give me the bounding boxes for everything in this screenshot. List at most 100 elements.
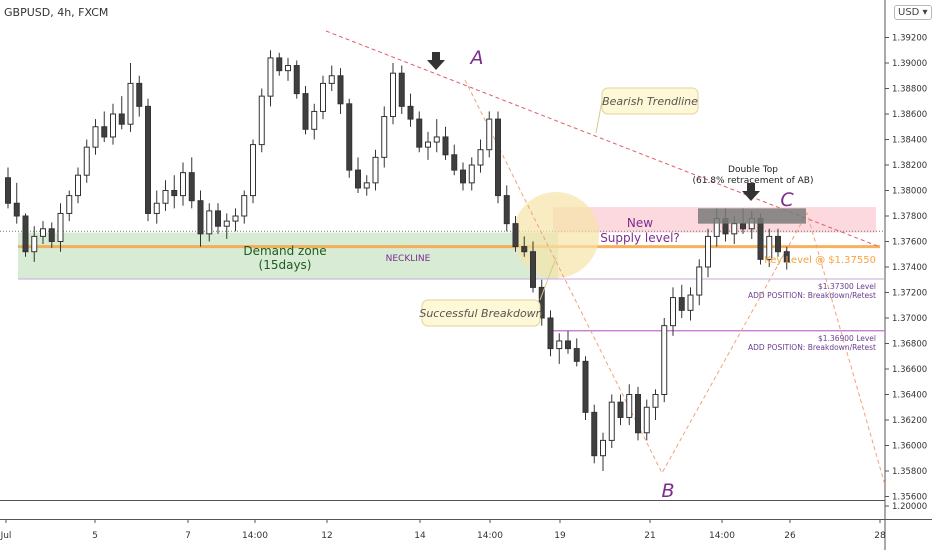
candle-body [521,246,528,253]
down-arrow-icon [427,52,445,70]
candle-body [381,116,388,158]
candle-body [591,411,598,457]
candle-body [495,118,501,197]
neckline-label: NECKLINE [386,254,431,264]
candle-body [355,169,361,189]
time-tick-label: 12 [321,531,332,541]
price-tick-label: 1.37800 [892,212,927,222]
candle-body [530,251,536,288]
bearish-trendline [325,30,881,248]
price-tick-label: 1.36400 [892,391,927,401]
time-tick-label: 7 [185,531,191,541]
candle-body [48,228,55,242]
price-tick-label: 1.37600 [892,238,927,248]
candle-body [740,223,746,230]
price-tick-label: 1.36200 [892,416,927,426]
candle-body [626,394,633,418]
candle-body [635,394,641,434]
candle-body [188,172,195,202]
price-tick-label: 1.38000 [892,187,927,197]
candle-body [311,110,318,130]
level-2-price-label: $1.36900 Level [818,334,876,343]
price-tick-label: 1.20000 [892,502,927,512]
note-trendline-pointer [595,100,603,134]
candle-body [407,105,414,120]
chevron-down-icon: ▾ [919,7,928,18]
currency-badge[interactable]: USD ▾ [894,5,932,20]
candle-body [416,118,423,148]
demand-zone [18,232,558,279]
price-tick-label: 1.35800 [892,467,927,477]
candle-body [197,200,204,235]
candle-body [556,340,563,350]
time-tick-label: 14:00 [242,531,268,541]
demand-label: Demand zone [243,244,326,258]
note-breakdown-pointer [539,257,557,301]
time-tick-label: 26 [784,531,796,541]
candle-body [643,406,650,434]
candle-body [608,401,615,441]
candle-body [398,72,405,107]
candle-body [127,82,134,125]
double-top-label: Double Top [728,165,778,175]
candle-body [573,348,580,362]
candle-body [337,75,344,105]
level-1-price-label: $1.37300 Level [818,282,876,291]
candle-body [320,82,326,112]
level-1-action-label: ADD POSITION: Breakdown/Retest [748,291,876,300]
candle-body [766,235,773,260]
price-tick-label: 1.37200 [892,289,927,299]
price-tick-label: 1.38800 [892,85,927,95]
candle-body [215,210,221,227]
candle-body [285,65,291,72]
candle-body [276,57,283,72]
candle-body [433,136,440,143]
time-tick-label: 14:00 [709,531,735,541]
candle-body [503,195,510,225]
candle-body [258,95,265,146]
candle-body [600,439,606,457]
candle-body [582,360,589,413]
price-tick-label: 1.35600 [892,493,927,503]
price-tick-label: 1.36000 [892,442,927,452]
candle-body [731,223,738,235]
double-top-sub-label: (61.8% retracement of AB) [692,176,813,186]
price-tick-label: 1.38600 [892,110,927,120]
candle-body [565,340,571,350]
symbol-header: GBPUSD, 4h, FXCM [4,6,109,19]
price-tick-label: 1.39000 [892,59,927,69]
candle-body [696,266,703,296]
supply-sub-label: Supply level? [600,231,680,245]
candle-body [442,136,449,156]
candle-body [425,141,431,148]
candle-body [468,164,475,184]
price-tick-label: 1.37000 [892,314,927,324]
candle-body [346,103,353,171]
candle-body [145,105,151,214]
candle-body [40,228,46,237]
candle-body [5,177,11,204]
candle-body [652,394,659,408]
double-top-box [698,208,806,224]
candle-body [92,126,99,148]
price-tick-label: 1.38400 [892,136,927,146]
supply-label: New [627,216,653,230]
candle-body [328,75,335,84]
candle-body [267,57,274,97]
candle-body [118,113,125,125]
candle-body [661,325,668,395]
candle-body [783,251,790,263]
candle-body [31,235,38,253]
candle-body [477,149,484,166]
point-b-label: B [661,480,674,502]
candle-body [670,297,676,327]
time-tick-label: 14 [414,531,426,541]
candle-body [101,126,108,138]
candle-body [302,93,309,130]
candle-body [486,118,493,151]
down-arrow-icon [742,183,760,201]
currency-label: USD [898,7,920,18]
candle-body [13,202,20,217]
